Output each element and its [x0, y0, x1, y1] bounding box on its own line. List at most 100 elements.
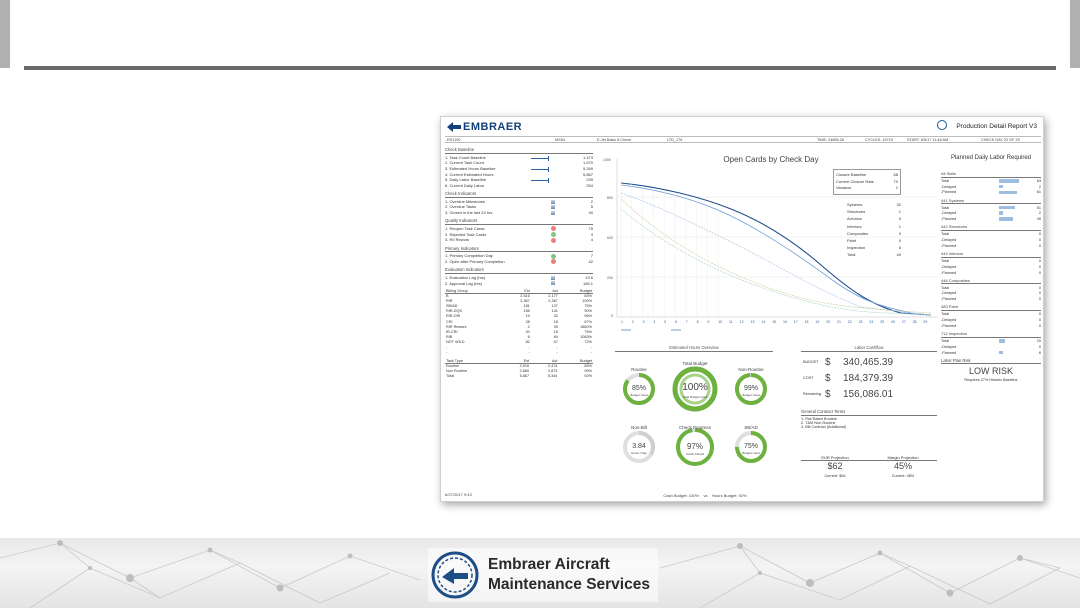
- planned-labor-value: 2: [1038, 211, 1041, 216]
- x-tick-label: 12: [740, 320, 744, 324]
- quality-indicator-value: 75: [588, 226, 593, 232]
- cashflow-row: COST $184,379.39: [803, 371, 937, 385]
- quality-indicators-header: Quality Indicators: [445, 218, 593, 225]
- planned-labor-label: Total: [941, 285, 950, 290]
- info-aircraft: ERJ190: [447, 138, 461, 142]
- quality-indicator-row: 2. Rejected Task Cards 4: [445, 231, 593, 237]
- planned-labor-section-header: 441 Systems: [941, 198, 1041, 205]
- planned-labor-section-header: 442 Structures: [941, 224, 1041, 231]
- sbad-gauge-label: SB/AD: [744, 425, 758, 430]
- check-baseline-label: 4. Current Estimated Hours: [445, 171, 494, 177]
- billing-group-cell: IR-CRI: [446, 329, 458, 334]
- x-tick-label: 27: [902, 320, 906, 324]
- task-type-cell: 85%: [584, 363, 592, 368]
- cashflow-label: COST: [803, 376, 814, 380]
- primary-indicators-header: Primary Indicators: [445, 246, 593, 253]
- contract-term-item: 3. Bill Contract (Additional): [801, 424, 846, 429]
- baseline-bar: [531, 177, 549, 183]
- planned-labor-label: Total: [941, 232, 950, 237]
- billing-group-cell: -: [446, 350, 448, 355]
- x-tick-label: 8: [697, 320, 699, 324]
- check-baseline-row: 2. Current Task Count 1,570: [445, 160, 593, 166]
- planned-labor-label: -Delayed: [941, 344, 957, 349]
- billing-group-row: SB/AD 181 137 75%: [445, 304, 593, 309]
- sbad-gauge-value: 75%: [743, 443, 758, 450]
- currency-symbol: $: [825, 356, 831, 368]
- planned-labor-value: 0: [1038, 297, 1041, 302]
- sbad-gauge-sub: Budget Used: [742, 451, 760, 455]
- planned-labor-value: 0: [1038, 264, 1041, 269]
- billing-group-cell: -: [556, 350, 558, 355]
- x-tick-label: 7: [686, 320, 688, 324]
- task-type-col-header: Budget: [558, 358, 593, 364]
- billing-group-cell: 18: [553, 319, 558, 324]
- budget-gauges: Routine Total Budget Non-Routine 85% Bud…: [615, 355, 795, 500]
- planned-labor-row: -Planned 0: [941, 323, 1041, 329]
- check-progress-gauge-value: 97%: [686, 442, 703, 451]
- skill-value: 1: [898, 209, 901, 215]
- check-baseline-value: 1,570: [582, 160, 593, 166]
- contract-terms-header: General Contract Terms: [801, 409, 937, 416]
- x-tick-label: 14: [761, 320, 765, 324]
- skill-value: 6: [898, 245, 901, 251]
- planned-labor-value: 20: [1036, 339, 1041, 344]
- billing-group-col-header: Est: [502, 289, 531, 294]
- planned-labor-section-header: 483 Paint: [941, 304, 1041, 311]
- check-baseline-value: 5,867: [582, 171, 593, 177]
- billing-group-cell: 32: [553, 314, 558, 319]
- eur-projection-value: $62: [827, 461, 843, 471]
- planned-labor-bar: [999, 205, 1015, 210]
- report-timestamp: 6/27/2017 9:43: [445, 492, 472, 497]
- billing-group-cell: 1860%: [580, 324, 592, 329]
- open-cards-by-skill: Systems 32 Structures 1 Avionics 0 Interiors 1 C…: [847, 201, 901, 259]
- info-ltd: LTD_176: [667, 138, 683, 142]
- x-tick-label: 13: [751, 320, 755, 324]
- billing-group-cell: 20: [525, 329, 530, 334]
- task-type-cell: 99%: [584, 368, 592, 373]
- billing-group-cell: 82: [525, 339, 530, 344]
- planned-labor-label: -Delayed: [941, 264, 957, 269]
- billing-group-row: NOT WILD 82 57 72%: [445, 339, 593, 344]
- check-baseline-label: 3. Estimated Hours Baseline: [445, 165, 496, 171]
- planned-labor-section-header: 712 Inspection: [941, 331, 1041, 338]
- planned-labor-section: All Skills Total 63 -Delayed 2 -Planned 61: [941, 171, 1041, 195]
- planned-labor-bar: [999, 217, 1013, 221]
- check-indicators-header: Check Indicators: [445, 191, 593, 198]
- task-type-cell: 2,660: [519, 368, 530, 373]
- skill-row: Avionics 0: [847, 215, 901, 222]
- billing-group-cell: 19: [525, 314, 530, 319]
- check-indicator-label: 3. Closed in the last 24 hrs: [445, 210, 493, 216]
- planned-labor-section: 483 Paint Total 0 -Delayed 0 -Planned 0: [941, 304, 1041, 328]
- status-dot: [551, 259, 556, 265]
- eur-projection-label: EUR Projection: [821, 455, 849, 460]
- billing-group-cell: 83%: [584, 294, 592, 299]
- planned-labor-value: 0: [1038, 285, 1041, 290]
- skill-row: Systems 32: [847, 201, 901, 208]
- planned-labor-value: 0: [1038, 270, 1041, 275]
- evaluation-indicator-row: 1. Evaluation Lag (hrs) 13.6: [445, 275, 593, 281]
- planned-labor-bar: [999, 179, 1019, 183]
- billing-group-row: IR-CRI 20 15 76%: [445, 329, 593, 334]
- planned-labor-label: Total: [941, 178, 950, 183]
- check-baseline-value: 254: [586, 182, 593, 188]
- info-check: E-Jet Basic 8 Check: [597, 138, 632, 142]
- labor-plan-risk-header: Labor Plan Risk: [941, 358, 1041, 365]
- corner-accent-right: [1070, 0, 1080, 68]
- closure-row: Current Closure Rate 70: [836, 178, 898, 185]
- closure-label: Closure Baseline: [836, 171, 867, 177]
- planned-labor-row: -Planned 6: [941, 350, 1041, 356]
- status-dot: [551, 237, 556, 243]
- cashflow-row: Remaining $156,086.01: [803, 387, 937, 401]
- billing-group-cell: -: [590, 350, 592, 355]
- planned-labor-row: -Delayed 2: [941, 210, 1041, 216]
- labor-cashflow-panel: Labor Cashflow: [801, 345, 937, 352]
- contract-term-item: 2. T&M Non-Routine: [801, 420, 836, 425]
- brand-line-1: Embraer Aircraft: [488, 556, 610, 573]
- planned-labor-section-header: 446 Composites: [941, 278, 1041, 285]
- planned-labor-row: -Delayed 0: [941, 344, 1041, 350]
- task-type-col-header: Act: [530, 358, 559, 364]
- task-type-cell: 5,344: [547, 373, 558, 378]
- check-baseline-section: Check Baseline 1. Task Count Baseline 1,4…: [445, 147, 593, 188]
- x-tick-label: 26: [891, 320, 895, 324]
- closure-row: Variance 1: [836, 185, 898, 192]
